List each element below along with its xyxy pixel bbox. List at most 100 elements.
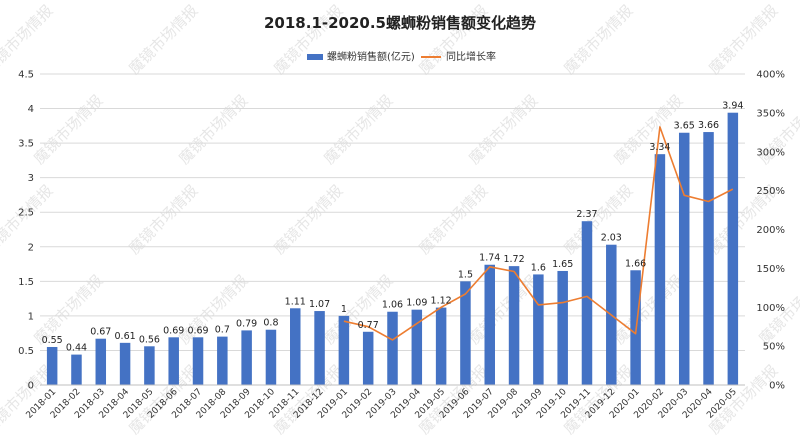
bar [95, 338, 107, 385]
bar [338, 315, 350, 385]
bar [314, 311, 325, 385]
bar-data-label: 1.11 [285, 296, 306, 307]
y-left-tick-label: 3 [28, 173, 34, 184]
x-axis: 2018-012018-022018-032018-042018-052018-… [25, 384, 745, 421]
watermark-text: 魔镜市场情报 [30, 91, 106, 167]
y-right-tick-label: 350% [756, 108, 785, 119]
bar [435, 307, 447, 385]
legend: 螺蛳粉销售额(亿元) 同比增长率 [307, 50, 496, 63]
watermark-text: 魔镜市场情报 [175, 91, 251, 167]
bar-data-label: 1.65 [552, 259, 573, 270]
bar-data-label: 0.8 [263, 318, 278, 329]
y-left-tick-label: 1.5 [18, 277, 34, 288]
bar [144, 346, 155, 385]
bar-data-label: 0.44 [66, 343, 87, 354]
watermark-text: 魔镜市场情报 [610, 271, 686, 347]
bar [362, 331, 374, 385]
y-right-tick-label: 150% [756, 264, 785, 275]
bar-data-label: 0.56 [139, 334, 160, 345]
bar [484, 264, 495, 385]
bar-data-label: 0.69 [187, 325, 208, 336]
bar [168, 337, 179, 385]
bar-data-label: 0.79 [236, 318, 257, 329]
bar [265, 329, 277, 385]
bar-data-label: 1.66 [625, 258, 646, 269]
watermark-text: 魔镜市场情报 [270, 1, 346, 77]
y-right-tick-label: 400% [756, 70, 785, 81]
bar-data-label: 2.37 [576, 209, 597, 220]
bar-data-label: 1.72 [503, 254, 524, 265]
bar [703, 132, 714, 385]
bar [192, 337, 204, 385]
watermark-text: 魔镜市场情报 [560, 1, 636, 77]
bar-data-label: 1 [341, 304, 347, 315]
y-left-tick-label: 3.5 [18, 139, 34, 150]
watermark-text: 魔镜市场情报 [320, 91, 396, 167]
y-axis-left: 0 0.5 1 1.5 2 2.5 3 3.5 4 4.5 [18, 70, 34, 392]
legend-bar-swatch [307, 54, 323, 60]
bar [678, 132, 690, 385]
y-right-tick-label: 250% [756, 186, 785, 197]
y-left-tick-label: 2.5 [18, 208, 34, 219]
bar-data-label: 1.09 [406, 298, 427, 309]
bar-data-label: 0.77 [358, 320, 379, 331]
y-right-tick-label: 100% [756, 303, 785, 314]
bar [460, 281, 471, 385]
watermark-text: 魔镜市场情报 [175, 271, 251, 347]
bar-data-label: 3.34 [649, 142, 670, 153]
watermark-text: 魔镜市场情报 [125, 1, 201, 77]
bar [411, 309, 423, 385]
bar [508, 266, 520, 385]
bar [533, 274, 544, 385]
bar [581, 221, 593, 385]
bar [241, 330, 252, 385]
bar-data-label: 1.06 [382, 300, 403, 311]
bar-data-label: 2.03 [601, 233, 622, 244]
bar [217, 336, 228, 385]
bar [119, 342, 131, 385]
watermark-text: 魔镜市场情报 [0, 1, 56, 77]
bar [557, 270, 568, 385]
watermark-text: 魔镜市场情报 [465, 91, 541, 167]
growth-rate-line [343, 126, 734, 341]
y-left-tick-label: 0 [28, 381, 34, 392]
bar-data-label: 1.12 [431, 296, 452, 307]
watermark-text: 魔镜市场情报 [465, 271, 541, 347]
y-axis-right: 0% 50% 100% 150% 200% 250% 300% 350% 400% [756, 70, 785, 392]
bar-data-label: 1.6 [531, 262, 546, 273]
bar-data-label: 1.5 [458, 269, 473, 280]
chart-title: 2018.1-2020.5螺蛳粉销售额变化趋势 [264, 14, 536, 32]
bar [654, 154, 666, 385]
bar-data-label: 0.7 [215, 325, 230, 336]
bar [46, 346, 58, 385]
bar-data-label: 1.74 [479, 253, 500, 264]
legend-line-label: 同比增长率 [446, 50, 496, 63]
bar-data-label: 0.67 [90, 327, 111, 338]
bar [290, 308, 301, 385]
watermark-text: 魔镜市场情报 [415, 1, 491, 77]
watermark-text: 魔镜市场情报 [705, 1, 781, 77]
bar-data-label: 0.69 [163, 325, 184, 336]
legend-bar-label: 螺蛳粉销售额(亿元) [327, 50, 415, 63]
bar-data-label: 0.55 [42, 335, 63, 346]
y-left-tick-label: 4 [28, 104, 34, 115]
bar-data-label: 3.94 [722, 101, 743, 112]
y-right-tick-label: 200% [756, 225, 785, 236]
bar-data-label: 3.65 [674, 121, 695, 132]
y-right-tick-label: 0% [769, 381, 785, 392]
y-right-tick-label: 300% [756, 147, 785, 158]
bar-data-label: 0.61 [115, 331, 136, 342]
bar-data-label: 3.66 [698, 120, 719, 131]
bar-data-label: 1.07 [309, 299, 330, 310]
y-left-tick-label: 1 [28, 311, 34, 322]
bar [727, 112, 739, 386]
y-left-tick-label: 0.5 [18, 346, 34, 357]
y-left-tick-label: 4.5 [18, 70, 34, 81]
bar [387, 311, 398, 385]
y-right-tick-label: 50% [763, 342, 785, 353]
y-left-tick-label: 2 [28, 242, 34, 253]
line-series [343, 126, 734, 341]
data-labels: 0.550.440.67 0.61 0.560.69 0.69 0.70.79 0.81.… [42, 101, 744, 354]
bar [71, 354, 82, 385]
